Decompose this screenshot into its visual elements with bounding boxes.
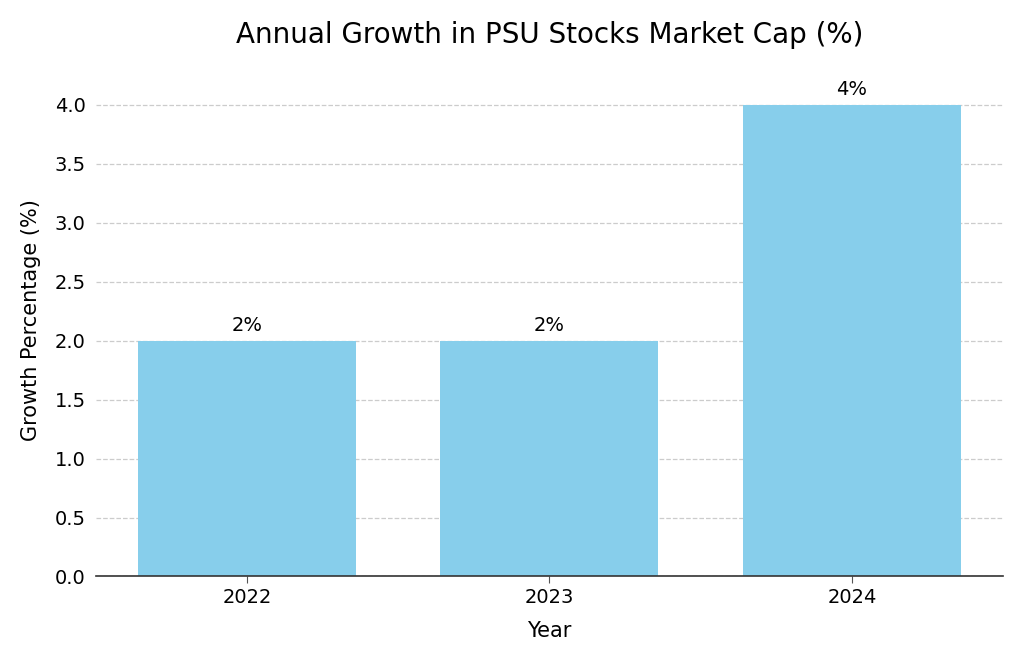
Bar (138, 341, 355, 577)
Title: Annual Growth in PSU Stocks Market Cap (%): Annual Growth in PSU Stocks Market Cap (… (236, 21, 863, 49)
Text: 2%: 2% (534, 316, 565, 335)
Text: 4%: 4% (837, 80, 867, 99)
X-axis label: Year: Year (527, 621, 571, 641)
Bar (440, 341, 658, 577)
Y-axis label: Growth Percentage (%): Growth Percentage (%) (20, 199, 41, 441)
Bar (743, 105, 961, 577)
Text: 2%: 2% (231, 316, 262, 335)
